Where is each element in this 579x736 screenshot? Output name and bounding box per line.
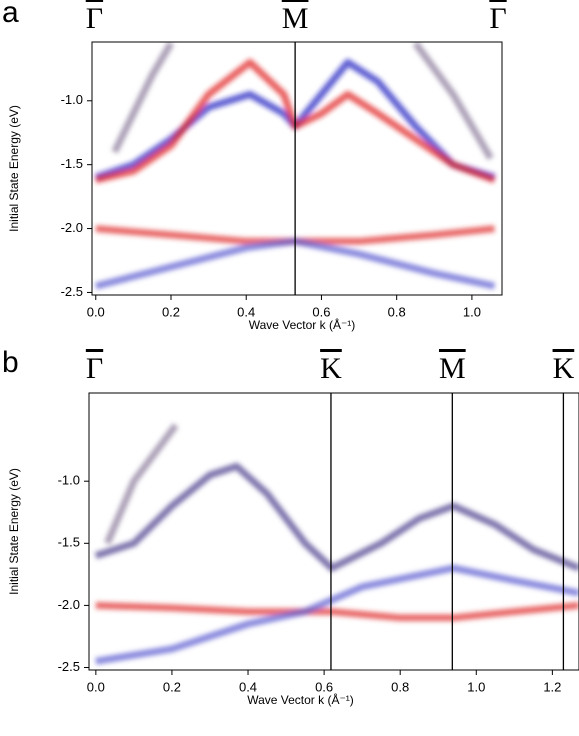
plot-area [94, 423, 579, 665]
symmetry-label: K [320, 352, 342, 385]
x-tick-label: 0.8 [391, 679, 409, 694]
x-tick-label: 0.4 [239, 679, 257, 694]
bands [94, 423, 579, 665]
x-tick-label: 0.2 [162, 304, 180, 319]
x-tick-label: 1.2 [543, 679, 561, 694]
y-tick-label: -1.0 [61, 92, 83, 107]
symmetry-label: K [553, 352, 575, 385]
y-axis-label: Initial State Energy (eV) [7, 468, 21, 595]
symmetry-label: M [282, 2, 309, 35]
band [94, 462, 579, 572]
y-tick-label: -2.0 [58, 597, 80, 612]
plot-frame [88, 392, 579, 671]
x-axis-label: Wave Vector k (Å⁻¹) [249, 317, 356, 332]
x-tick-label: 0.6 [315, 679, 333, 694]
symmetry-label: M [439, 352, 466, 385]
band [111, 42, 175, 154]
x-tick-label: 1.0 [463, 304, 481, 319]
y-tick-label: -1.5 [58, 535, 80, 550]
symmetry-label: Γ [489, 2, 506, 35]
y-tick-label: -1.5 [61, 156, 83, 171]
band [104, 423, 179, 545]
y-tick-label: -1.0 [58, 473, 80, 488]
plot-frame [91, 41, 503, 296]
x-tick-label: 0.4 [237, 304, 255, 319]
band [95, 601, 579, 622]
symmetry-label: Γ [86, 352, 103, 385]
x-tick-label: 0.2 [163, 679, 181, 694]
y-axis-label: Initial State Energy (eV) [7, 105, 21, 232]
y-tick-label: -2.5 [61, 284, 83, 299]
band [412, 42, 494, 161]
y-tick-label: -2.5 [58, 659, 80, 674]
x-tick-label: 0.8 [388, 304, 406, 319]
band [95, 564, 579, 665]
x-tick-label: 0.0 [87, 304, 105, 319]
x-tick-label: 1.0 [467, 679, 485, 694]
symmetry-label: Γ [86, 2, 103, 35]
y-tick-label: -2.0 [61, 220, 83, 235]
panel-label: b [2, 346, 19, 379]
x-tick-label: 0.6 [312, 304, 330, 319]
x-tick-label: 0.0 [87, 679, 105, 694]
x-axis-label: Wave Vector k (Å⁻¹) [247, 692, 354, 707]
panel-label: a [2, 0, 19, 29]
